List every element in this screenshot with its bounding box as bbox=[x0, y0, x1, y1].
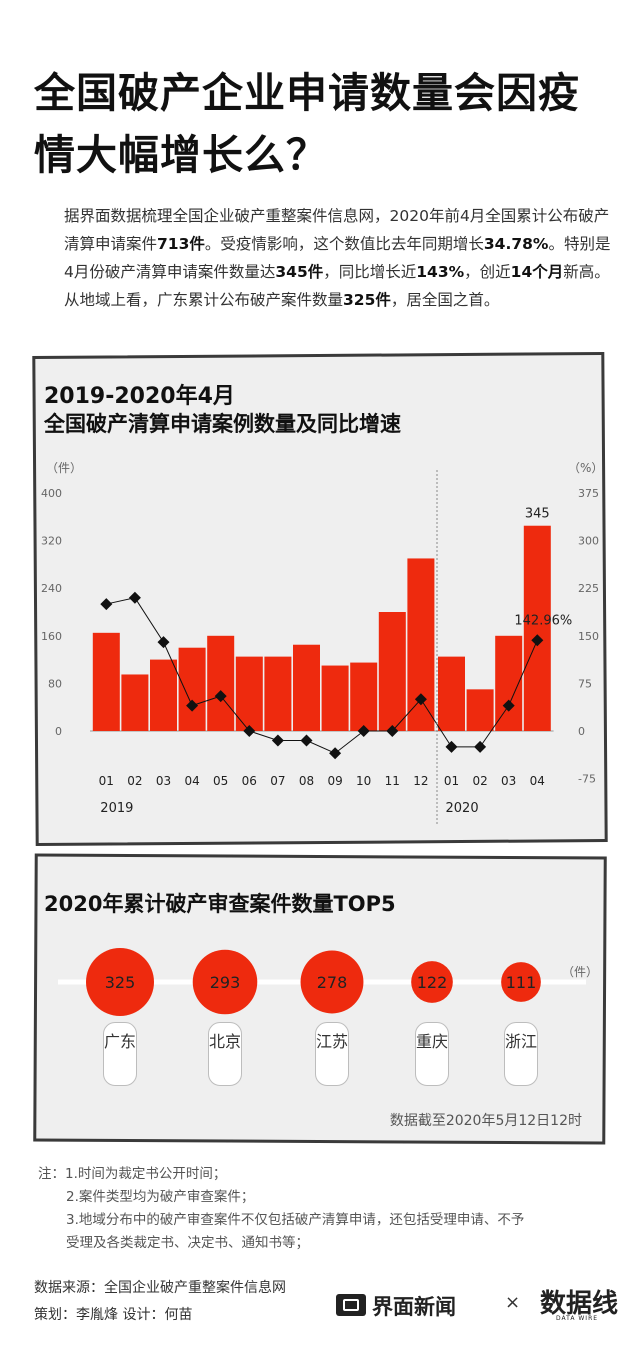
datawire-brand: 数据线 bbox=[540, 1289, 619, 1319]
region-label: 江苏 bbox=[315, 1022, 349, 1086]
region-label: 北京 bbox=[208, 1022, 242, 1086]
chart-title: 2019-2020年4月 bbox=[44, 384, 235, 409]
brand-separator: × bbox=[505, 1292, 521, 1313]
region-label: 重庆 bbox=[415, 1022, 449, 1086]
data-source: 数据来源：全国企业破产重整案件信息网 bbox=[34, 1280, 286, 1296]
intro-paragraph: 据界面数据梳理全国企业破产重整案件信息网，2020年前4月全国累计公布破产清算申… bbox=[64, 207, 611, 309]
data-cutoff-note: 数据截至2020年5月12日12时 bbox=[389, 1113, 582, 1129]
top5-title: 2020年累计破产审查案件数量TOP5 bbox=[44, 892, 396, 916]
note-line: 3.地域分布中的破产审查案件不仅包括破产清算申请，还包括受理申请、不予 bbox=[66, 1212, 525, 1228]
chart-subtitle: 全国破产清算申请案例数量及同比增速 bbox=[44, 412, 401, 436]
note-line: 注：1.时间为裁定书公开时间； bbox=[38, 1166, 227, 1182]
region-label: 广东 bbox=[103, 1022, 137, 1086]
jiemian-logo-icon bbox=[336, 1294, 366, 1316]
credits: 策划：李胤烽 设计：何苗 bbox=[34, 1307, 193, 1323]
note-line: 2.案件类型均为破产审查案件； bbox=[66, 1189, 255, 1205]
region-label: 浙江 bbox=[504, 1022, 538, 1086]
jiemian-brand: 界面新闻 bbox=[372, 1295, 456, 1319]
headline: 全国破产企业申请数量会因疫情大幅增长么？ bbox=[34, 69, 580, 179]
datawire-brand-sub: DATA WIRE bbox=[556, 1315, 599, 1322]
note-line: 受理及各类裁定书、决定书、通知书等； bbox=[66, 1235, 309, 1251]
notes: 注：1.时间为裁定书公开时间； 2.案件类型均为破产审查案件； 3.地域分布中的… bbox=[38, 1163, 524, 1255]
